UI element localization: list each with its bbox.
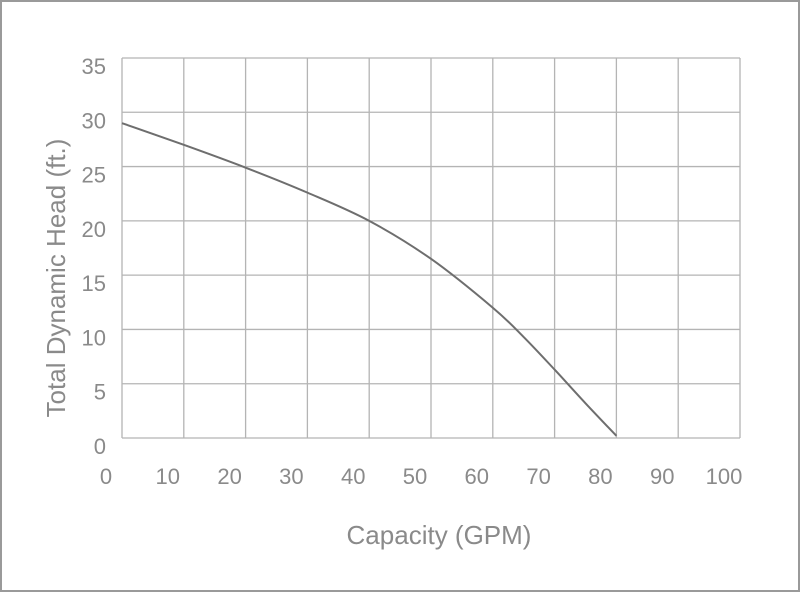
x-tick-label: 100 [706, 464, 743, 489]
series-layer [121, 122, 618, 437]
y-tick-label: 5 [94, 380, 106, 405]
x-tick-label: 10 [156, 464, 180, 489]
x-tick-label: 0 [100, 464, 112, 489]
x-tick-label: 60 [465, 464, 489, 489]
x-axis-title: Capacity (GPM) [347, 520, 532, 550]
x-tick-label: 90 [650, 464, 674, 489]
x-tick-label: 20 [217, 464, 241, 489]
x-tick-label: 80 [588, 464, 612, 489]
y-tick-labels: 0 5 10 15 20 25 30 35 [82, 54, 106, 459]
x-tick-label: 70 [526, 464, 550, 489]
y-tick-label: 20 [82, 217, 106, 242]
y-tick-label: 25 [82, 163, 106, 188]
y-axis-title: Total Dynamic Head (ft.) [41, 139, 71, 418]
y-tick-label: 30 [82, 108, 106, 133]
x-tick-label: 50 [403, 464, 427, 489]
series-line [121, 122, 618, 437]
grid [121, 57, 741, 439]
x-tick-labels: 0 10 20 30 40 50 60 70 80 90 100 [100, 464, 742, 489]
y-tick-label: 0 [94, 434, 106, 459]
x-tick-label: 30 [279, 464, 303, 489]
y-tick-label: 10 [82, 325, 106, 350]
x-tick-label: 40 [341, 464, 365, 489]
y-tick-label: 35 [82, 54, 106, 79]
y-tick-label: 15 [82, 271, 106, 296]
